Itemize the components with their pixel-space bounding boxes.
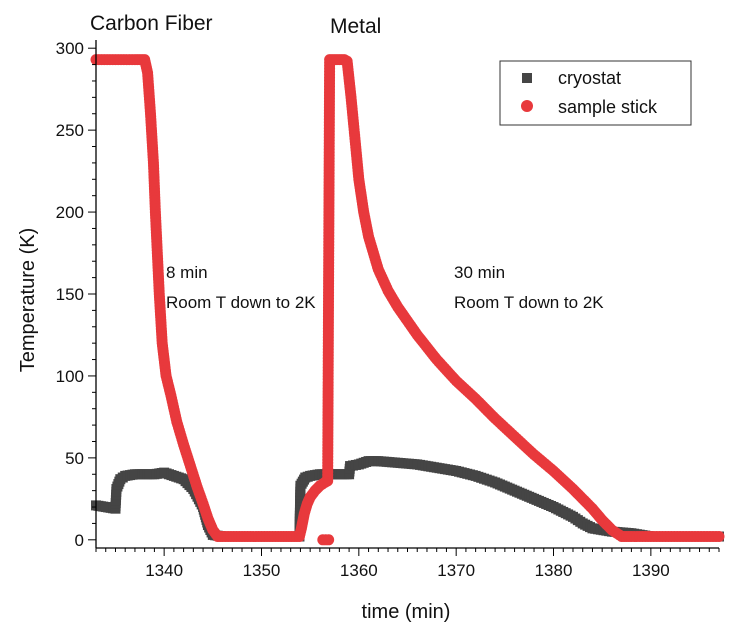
legend-label-cryostat: cryostat xyxy=(558,68,621,88)
y-tick-label: 50 xyxy=(65,449,84,468)
annotation-cf-desc: Room T down to 2K xyxy=(166,293,316,312)
ticks-layer: 1340 1350 1360 1370 1380 1390 0 50 100 150 200 250 3… xyxy=(56,39,720,580)
legend-label-sample-stick: sample stick xyxy=(558,97,658,117)
series-layer xyxy=(90,54,725,546)
x-tick-label: 1360 xyxy=(340,561,378,580)
annotation-carbon-fiber: Carbon Fiber xyxy=(90,12,213,35)
legend-marker-sample-stick xyxy=(521,100,533,112)
annotation-cf-time: 8 min xyxy=(166,263,208,282)
y-tick-label: 0 xyxy=(75,531,84,550)
y-tick-label: 150 xyxy=(56,285,84,304)
data-point xyxy=(713,531,725,543)
x-tick-label: 1380 xyxy=(535,561,573,580)
y-tick-label: 300 xyxy=(56,39,84,58)
series-sample-stick xyxy=(90,54,725,543)
annotation-metal-time: 30 min xyxy=(454,263,505,282)
x-tick-label: 1390 xyxy=(632,561,670,580)
annotation-metal: Metal xyxy=(330,15,381,38)
x-tick-label: 1350 xyxy=(243,561,281,580)
y-tick-label: 250 xyxy=(56,121,84,140)
y-axis-label: Temperature (K) xyxy=(17,228,39,373)
y-tick-label: 100 xyxy=(56,367,84,386)
x-tick-label: 1370 xyxy=(437,561,475,580)
x-tick-label: 1340 xyxy=(145,561,183,580)
legend: cryostat sample stick xyxy=(499,60,692,126)
y-tick-label: 200 xyxy=(56,203,84,222)
legend-box xyxy=(499,60,692,126)
x-axis-label: time (min) xyxy=(362,601,451,623)
legend-marker-cryostat xyxy=(522,73,532,83)
data-point-outlier xyxy=(323,534,335,546)
annotation-metal-desc: Room T down to 2K xyxy=(454,293,604,312)
